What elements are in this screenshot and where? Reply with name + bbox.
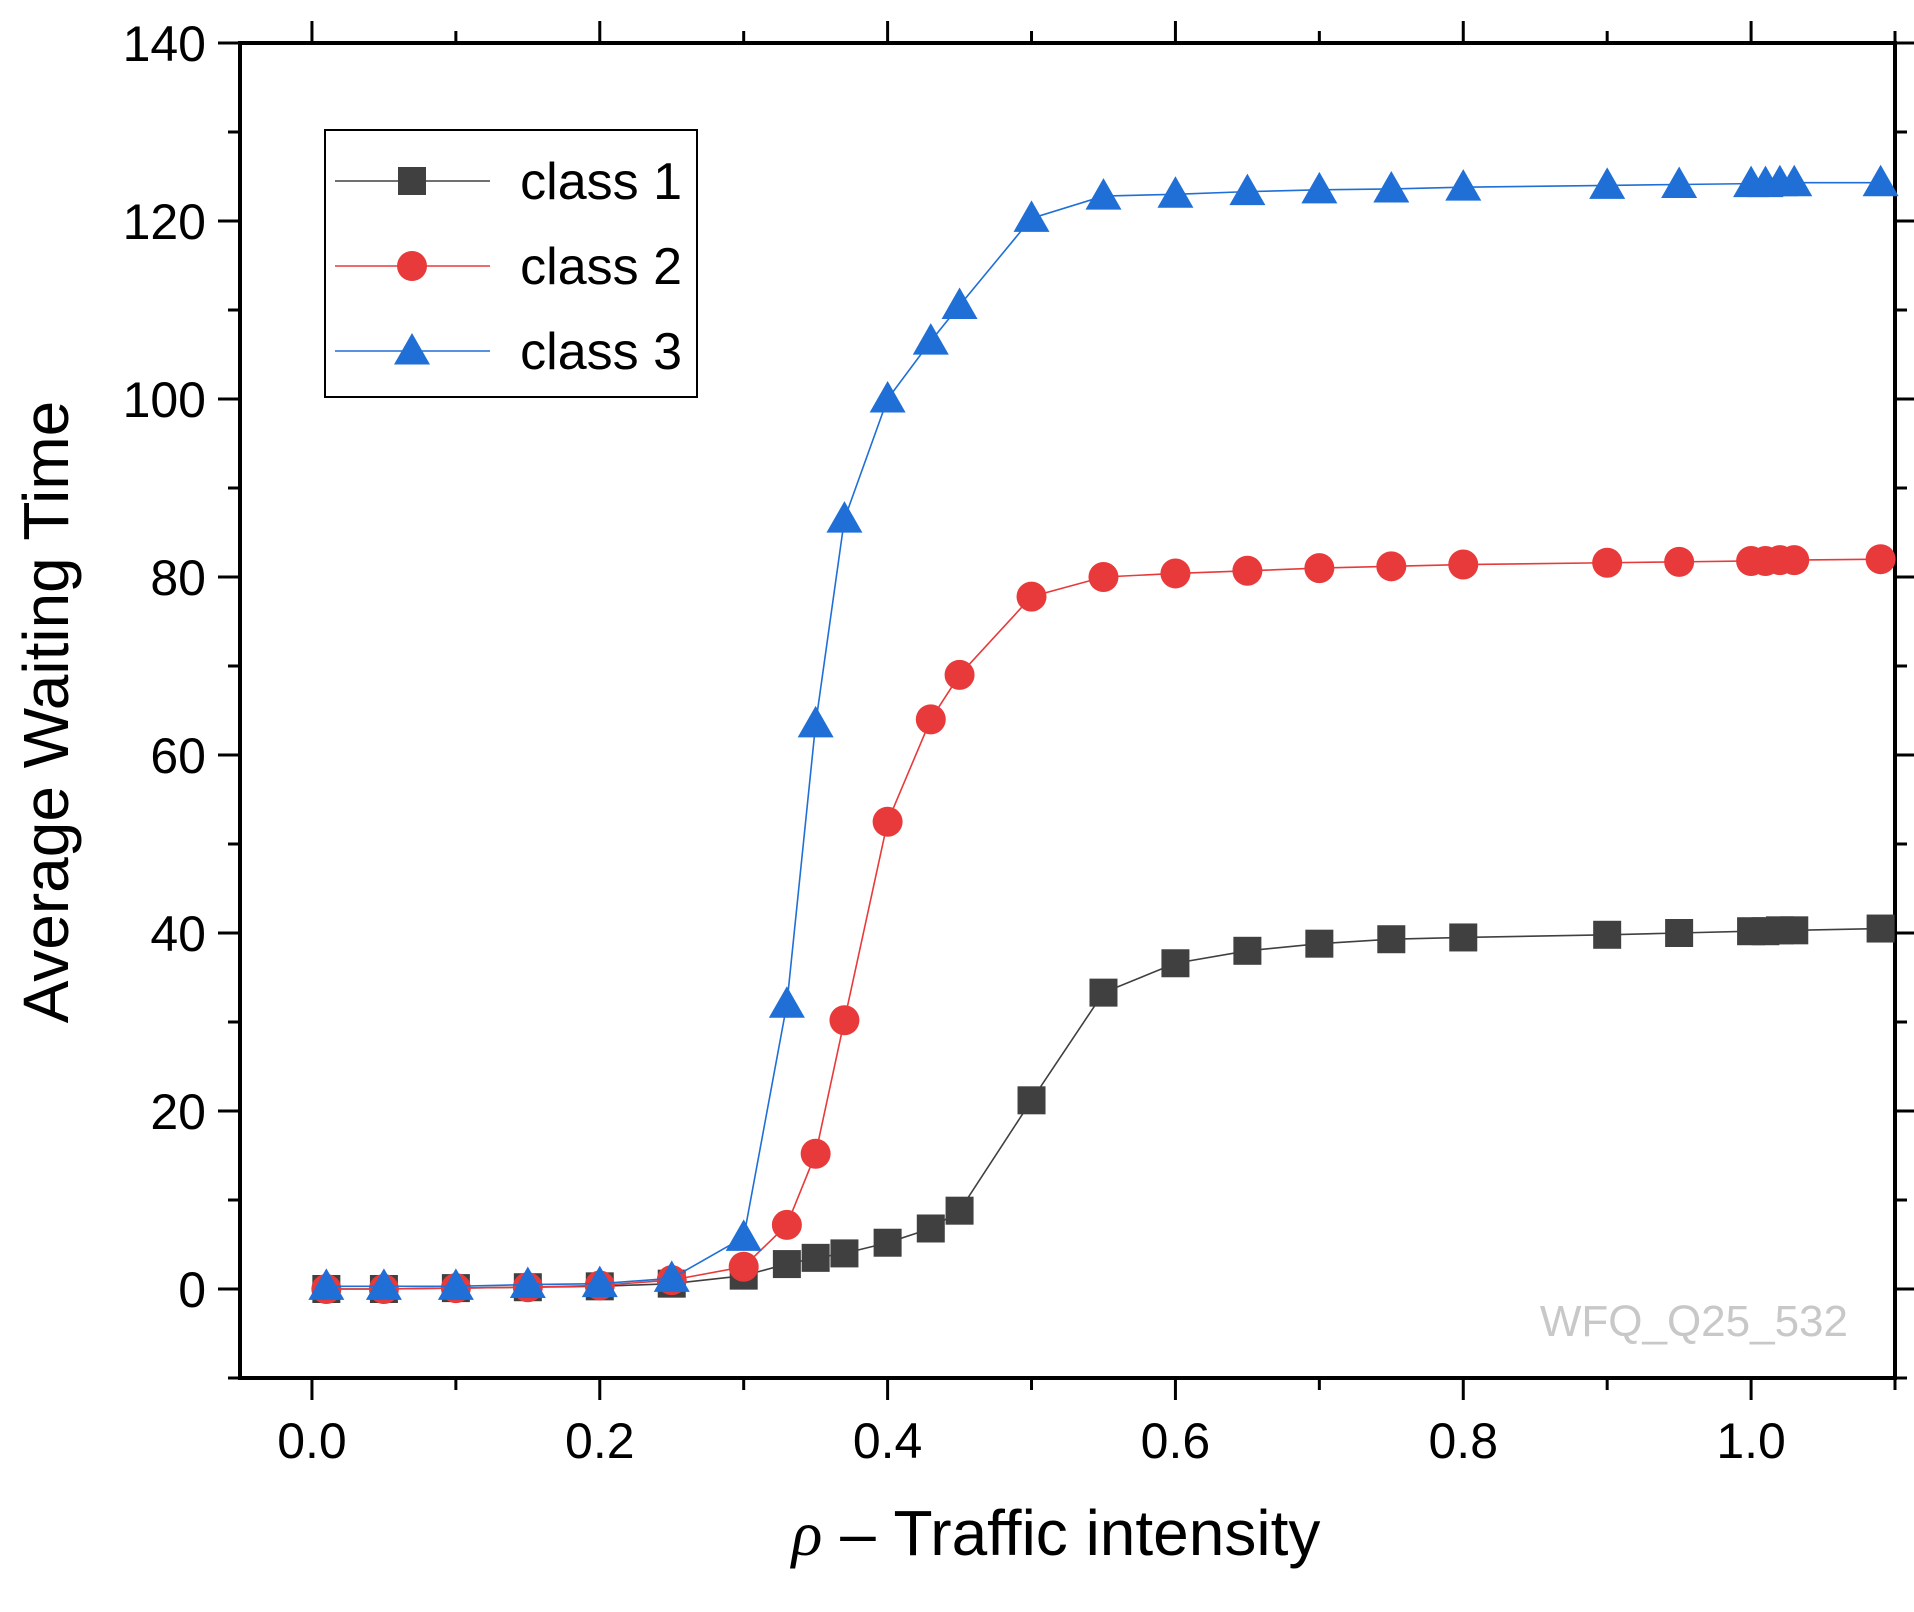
y-tick-label: 80 — [150, 550, 206, 606]
y-tick-label: 120 — [123, 194, 206, 250]
x-tick-label: 0.8 — [1429, 1413, 1499, 1469]
data-point — [941, 287, 978, 320]
x-tick-label: 0.2 — [565, 1413, 635, 1469]
data-point — [869, 381, 906, 413]
data-point — [1305, 929, 1334, 958]
series-3 — [308, 164, 1899, 1300]
data-point — [1592, 547, 1623, 578]
data-point — [1233, 936, 1262, 965]
data-point — [1013, 200, 1050, 232]
data-point — [1445, 169, 1482, 201]
data-point — [1449, 923, 1478, 952]
data-point — [1862, 164, 1899, 197]
data-point — [1373, 170, 1410, 203]
data-point — [1157, 176, 1194, 208]
y-tick-label: 100 — [123, 372, 206, 428]
data-point — [1664, 546, 1695, 577]
data-point — [800, 1138, 831, 1169]
data-point — [1160, 558, 1191, 589]
legend-box — [324, 129, 698, 398]
legend-label: class 3 — [520, 323, 682, 381]
data-point — [1589, 167, 1626, 199]
x-tick-label: 1.0 — [1716, 1413, 1786, 1469]
x-tick-label: 0.0 — [277, 1413, 347, 1469]
data-point — [653, 1260, 690, 1292]
x-axis-symbol: ρ — [790, 1498, 823, 1569]
data-point — [1377, 925, 1406, 954]
x-axis-title: ρ – Traffic intensity — [790, 1497, 1321, 1569]
data-point — [1865, 544, 1896, 575]
data-point — [1661, 166, 1698, 199]
y-tick-label: 60 — [150, 728, 206, 784]
y-tick-label: 140 — [123, 16, 206, 72]
x-tick-label: 0.6 — [1141, 1413, 1211, 1469]
data-point — [873, 1228, 902, 1257]
data-point — [771, 1209, 802, 1240]
series-1 — [312, 914, 1895, 1303]
data-point — [1304, 553, 1335, 584]
data-point — [581, 1265, 618, 1298]
data-point — [829, 1005, 860, 1036]
data-point — [1779, 545, 1810, 576]
data-point — [1866, 914, 1895, 943]
watermark: WFQ_Q25_532 — [1540, 1297, 1848, 1346]
data-point — [1016, 581, 1047, 612]
data-point — [872, 806, 903, 837]
data-point — [915, 704, 946, 735]
data-point — [1232, 555, 1263, 586]
legend-marker — [394, 333, 430, 365]
data-point — [916, 1214, 945, 1243]
legend-marker — [397, 251, 427, 281]
data-point — [1780, 916, 1809, 945]
data-point — [1301, 171, 1338, 204]
data-point — [1448, 549, 1479, 580]
y-tick-label: 20 — [150, 1084, 206, 1140]
data-point — [768, 986, 805, 1018]
x-tick-label: 0.4 — [853, 1413, 923, 1469]
data-point — [912, 323, 949, 355]
data-point — [945, 1196, 974, 1225]
data-point — [437, 1268, 474, 1300]
series-line — [326, 558, 1881, 1290]
data-point — [308, 1268, 345, 1300]
legend-label: class 2 — [520, 238, 682, 296]
data-point — [826, 501, 863, 533]
data-point — [1161, 949, 1190, 978]
data-point — [365, 1268, 402, 1300]
data-point — [1376, 551, 1407, 582]
legend-marker — [398, 167, 426, 195]
legend-label: class 1 — [520, 153, 682, 211]
data-point — [509, 1266, 546, 1299]
plot-frame — [238, 41, 1897, 1380]
data-point — [1088, 562, 1119, 592]
data-point — [1085, 178, 1122, 210]
y-tick-label: 0 — [178, 1262, 206, 1318]
data-point — [1229, 173, 1266, 206]
data-point — [728, 1251, 759, 1282]
y-tick-label: 40 — [150, 906, 206, 962]
data-point — [1665, 919, 1694, 947]
data-point — [1089, 978, 1118, 1007]
data-point — [1593, 920, 1622, 949]
data-point — [830, 1239, 859, 1268]
data-point — [797, 705, 834, 738]
y-axis-title: Average Waiting Time — [10, 401, 82, 1024]
data-point — [772, 1250, 801, 1279]
series-2 — [311, 544, 1896, 1304]
data-point — [725, 1219, 762, 1251]
data-point — [1776, 164, 1813, 197]
data-point — [801, 1243, 830, 1272]
data-point — [1017, 1086, 1046, 1115]
data-point — [944, 659, 975, 690]
x-axis-title-text: – Traffic intensity — [822, 1497, 1320, 1569]
